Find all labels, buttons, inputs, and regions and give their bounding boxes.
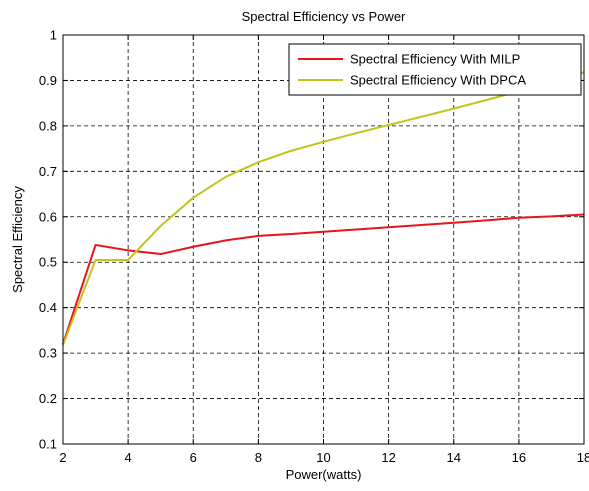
y-axis-label: Spectral Efficiency <box>10 186 25 293</box>
legend-box <box>288 43 582 96</box>
legend: Spectral Efficiency With MILP Spectral Ef… <box>288 43 582 96</box>
legend-label-2: Spectral Efficiency With DPCA <box>350 73 526 88</box>
y-tick-label: 0.2 <box>39 391 57 406</box>
y-tick-label: 0.6 <box>39 209 57 224</box>
x-tick-label: 4 <box>125 450 132 465</box>
chart-title: Spectral Efficiency vs Power <box>242 9 406 24</box>
x-tick-label: 18 <box>577 450 589 465</box>
legend-label-1: Spectral Efficiency With MILP <box>350 52 520 67</box>
x-tick-label: 12 <box>381 450 395 465</box>
series-layer <box>62 71 585 346</box>
x-tick-label: 10 <box>316 450 330 465</box>
x-tick-label: 14 <box>447 450 461 465</box>
y-tick-label: 0.3 <box>39 346 57 361</box>
y-tick-label: 0.5 <box>39 255 57 270</box>
y-tick-label: 1 <box>50 28 57 43</box>
series-line-1 <box>62 213 585 345</box>
x-axis-label: Power(watts) <box>286 467 362 482</box>
tick-layer: 2 4 6 8 10 12 14 16 18 0.1 0.2 0.3 0.4 0.5 0.6 0.7 0.8 0.… <box>39 28 589 466</box>
y-tick-label: 0.1 <box>39 437 57 452</box>
y-tick-label: 0.8 <box>39 118 57 133</box>
grid-layer <box>63 35 584 444</box>
x-tick-label: 2 <box>59 450 66 465</box>
x-tick-label: 8 <box>255 450 262 465</box>
y-tick-label: 0.4 <box>39 300 57 315</box>
x-tick-label: 6 <box>190 450 197 465</box>
y-tick-label: 0.9 <box>39 73 57 88</box>
series-line-2 <box>62 71 585 346</box>
y-tick-label: 0.7 <box>39 164 57 179</box>
x-tick-label: 16 <box>512 450 526 465</box>
